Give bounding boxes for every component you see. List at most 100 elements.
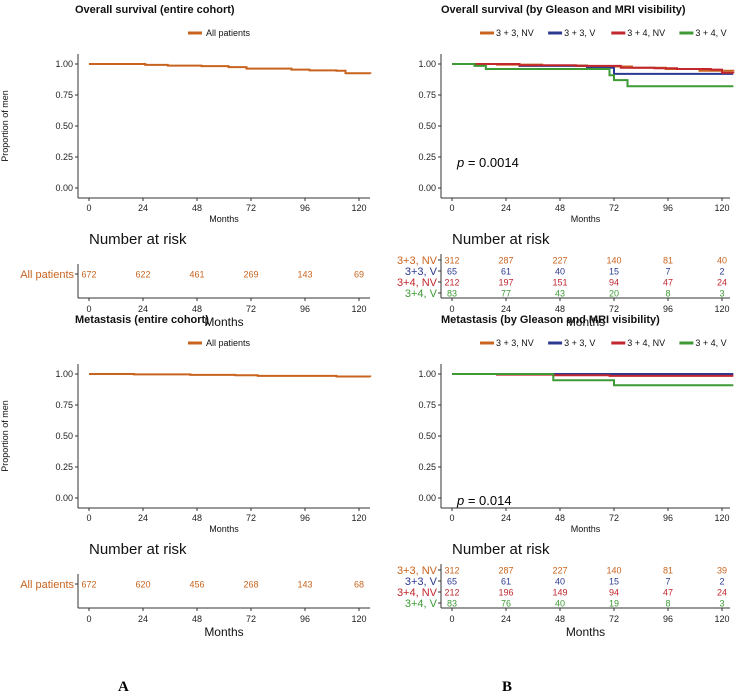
y-tick-label: 0.00 <box>55 183 73 193</box>
risk-value: 77 <box>501 289 511 299</box>
p-value: p = 0.0014 <box>456 155 519 170</box>
y-tick-label: 1.00 <box>55 369 73 379</box>
risk-x-tick-label: 96 <box>663 304 673 314</box>
y-tick-label: 0.75 <box>418 400 436 410</box>
risk-value: 2 <box>719 577 724 587</box>
chart-panel-2: Metastasis (entire cohort) All patients Pr… <box>0 314 372 639</box>
legend-label: 3 + 4, V <box>695 28 726 38</box>
y-tick-label: 0.00 <box>418 493 436 503</box>
risk-x-tick-label: 96 <box>300 304 310 314</box>
x-tick-label: 0 <box>449 203 454 213</box>
y-tick-label: 1.00 <box>55 59 73 69</box>
risk-value: 47 <box>663 588 673 598</box>
risk-value: 61 <box>501 267 511 277</box>
risk-value: 76 <box>501 599 511 609</box>
x-tick-label: 96 <box>663 513 673 523</box>
risk-x-axis-label: Months <box>204 315 243 329</box>
risk-x-tick-label: 24 <box>501 614 511 624</box>
y-axis-label: Proportion of men <box>0 400 10 472</box>
risk-value: 8 <box>665 599 670 609</box>
legend-label: 3 + 3, V <box>564 338 595 348</box>
risk-x-tick-label: 0 <box>86 614 91 624</box>
legend-label: 3 + 3, NV <box>496 28 534 38</box>
risk-x-tick-label: 48 <box>192 304 202 314</box>
x-tick-label: 0 <box>86 203 91 213</box>
risk-table-title: Number at risk <box>89 541 187 558</box>
risk-row-label: 3+4, NV <box>397 587 438 599</box>
km-curve-3-4-v <box>452 63 734 88</box>
risk-value: 40 <box>717 256 727 266</box>
chart-panel-1: Overall survival (by Gleason and MRI vis… <box>397 4 735 329</box>
risk-x-tick-label: 72 <box>609 614 619 624</box>
y-tick-label: 0.25 <box>418 462 436 472</box>
chart-title: Metastasis (by Gleason and MRI visibilit… <box>441 314 660 326</box>
risk-value: 7 <box>665 267 670 277</box>
risk-row-label: 3+3, NV <box>397 255 438 267</box>
risk-value: 287 <box>498 566 513 576</box>
risk-value: 40 <box>555 577 565 587</box>
risk-value: 312 <box>444 256 459 266</box>
chart-title: Overall survival (by Gleason and MRI vis… <box>441 4 686 16</box>
risk-value: 140 <box>606 256 621 266</box>
y-tick-label: 0.00 <box>418 183 436 193</box>
risk-value: 65 <box>447 267 457 277</box>
risk-row-label: 3+3, V <box>405 576 438 588</box>
risk-x-tick-label: 24 <box>501 304 511 314</box>
y-tick-label: 0.50 <box>418 121 436 131</box>
risk-value: 212 <box>444 278 459 288</box>
y-tick-label: 0.50 <box>55 121 73 131</box>
legend-label: 3 + 3, NV <box>496 338 534 348</box>
panel-label-a: A <box>118 679 129 694</box>
risk-value: 83 <box>447 289 457 299</box>
y-tick-label: 0.75 <box>418 90 436 100</box>
risk-x-tick-label: 72 <box>609 304 619 314</box>
legend-label: All patients <box>206 28 251 38</box>
risk-value: 81 <box>663 566 673 576</box>
risk-row-label: All patients <box>20 579 74 591</box>
y-tick-label: 1.00 <box>418 369 436 379</box>
risk-x-tick-label: 120 <box>351 304 366 314</box>
x-tick-label: 72 <box>609 203 619 213</box>
risk-x-tick-label: 0 <box>86 304 91 314</box>
risk-row-label: 3+3, V <box>405 266 438 278</box>
x-tick-label: 24 <box>501 513 511 523</box>
risk-value: 47 <box>663 278 673 288</box>
risk-x-tick-label: 24 <box>138 614 148 624</box>
y-tick-label: 0.75 <box>55 90 73 100</box>
x-tick-label: 0 <box>449 513 454 523</box>
panel-label-b: B <box>502 679 512 694</box>
risk-x-tick-label: 48 <box>192 614 202 624</box>
risk-row-label: 3+3, NV <box>397 565 438 577</box>
y-tick-label: 0.50 <box>55 431 73 441</box>
risk-value: 81 <box>663 256 673 266</box>
x-tick-label: 96 <box>663 203 673 213</box>
x-tick-label: 72 <box>609 513 619 523</box>
risk-x-tick-label: 96 <box>300 614 310 624</box>
risk-x-tick-label: 48 <box>555 614 565 624</box>
legend-label: 3 + 4, V <box>695 338 726 348</box>
risk-value: 672 <box>81 270 96 280</box>
risk-value: 8 <box>665 289 670 299</box>
risk-x-tick-label: 120 <box>714 304 729 314</box>
risk-x-tick-label: 96 <box>663 614 673 624</box>
risk-x-tick-label: 48 <box>555 304 565 314</box>
risk-value: 24 <box>717 278 727 288</box>
x-axis-label: Months <box>209 524 239 534</box>
risk-value: 19 <box>609 599 619 609</box>
x-tick-label: 48 <box>192 513 202 523</box>
risk-value: 140 <box>606 566 621 576</box>
risk-x-axis-label: Months <box>566 625 605 639</box>
risk-value: 94 <box>609 588 619 598</box>
x-tick-label: 120 <box>351 513 366 523</box>
risk-value: 143 <box>297 270 312 280</box>
risk-value: 15 <box>609 577 619 587</box>
y-tick-label: 0.25 <box>418 152 436 162</box>
x-axis-label: Months <box>209 214 239 224</box>
chart-title: Metastasis (entire cohort) <box>75 314 209 326</box>
x-tick-label: 72 <box>246 203 256 213</box>
risk-value: 7 <box>665 577 670 587</box>
risk-value: 227 <box>552 256 567 266</box>
km-curve-all-patients <box>89 373 372 378</box>
risk-value: 151 <box>552 278 567 288</box>
